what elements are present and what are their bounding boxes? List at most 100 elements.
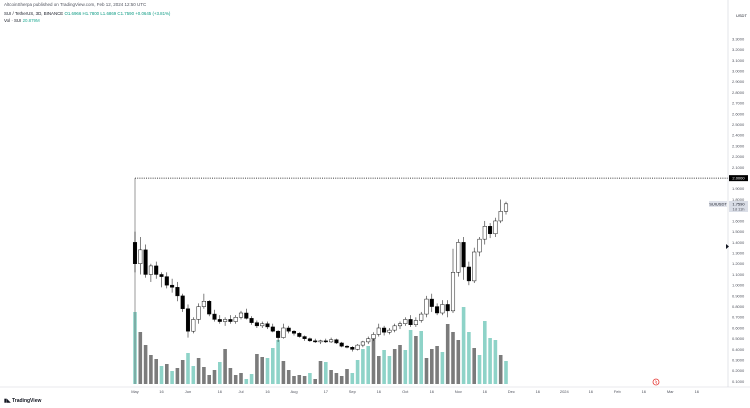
volume-bar [366, 346, 370, 384]
candle-body [254, 322, 259, 327]
candle-body [334, 339, 339, 344]
candle-body [472, 251, 477, 282]
volume-bar [350, 373, 355, 384]
candle-body [493, 220, 498, 235]
volume-bar [472, 348, 476, 384]
candle-body [143, 249, 148, 275]
volume-bar [138, 332, 143, 384]
price-tick-label: 3.0000 [732, 69, 745, 74]
time-tick-label: 16 [536, 389, 541, 394]
volume-bar [154, 359, 158, 384]
candle-body [307, 338, 312, 342]
volume-bar [334, 373, 339, 384]
candle-body [339, 342, 344, 347]
volume-bar [440, 352, 445, 384]
time-tick-label: 16 [218, 389, 223, 394]
candle-body [408, 319, 413, 325]
tradingview-logo[interactable]: ▮◣ TradingView [4, 398, 41, 404]
volume-bar [244, 379, 249, 384]
candle-body [148, 265, 153, 275]
candle-body [323, 340, 328, 343]
time-tick-label: 16 [589, 389, 594, 394]
candle-body [286, 327, 291, 332]
time-tick-label: 16 [377, 389, 382, 394]
line-price-badge [729, 175, 748, 182]
volume-bar [149, 355, 153, 384]
candle-body [344, 345, 350, 348]
volume-bar [445, 324, 450, 384]
time-tick-label: Oct [402, 389, 409, 394]
candle-body [482, 226, 487, 240]
volume-bar [398, 345, 402, 384]
volume-bar [186, 353, 190, 384]
price-tick-label: 1.8000 [732, 197, 745, 202]
time-tick-label: 16 [642, 389, 647, 394]
volume-layer [133, 307, 508, 384]
volume-label[interactable]: Vol · SUI [4, 18, 22, 23]
candle-body [397, 323, 403, 327]
line-price-label: 2.0000 [732, 176, 745, 181]
volume-bar [467, 332, 471, 384]
volume-bar [403, 350, 408, 384]
volume-bar [165, 364, 169, 384]
candle-body [318, 340, 323, 343]
time-tick-label: 16 [430, 389, 435, 394]
candle-body [302, 336, 307, 339]
volume-bar [196, 358, 201, 384]
price-tick-label: 3.2000 [732, 47, 745, 52]
candle-body [466, 266, 471, 282]
candle-body [281, 327, 286, 338]
volume-bar [228, 368, 233, 384]
misc-layer [652, 244, 729, 386]
symbol-name[interactable]: SUI / TetherUS, 3D, BINANCE [4, 11, 64, 16]
candle-body [249, 318, 254, 323]
volume-bar [170, 371, 174, 384]
volume-bar [191, 366, 196, 384]
volume-bar [461, 307, 466, 384]
price-tick-label: 0.5000 [732, 336, 745, 341]
candle-body [403, 319, 408, 324]
currency-label[interactable]: USDT [736, 13, 747, 18]
volume-bar [207, 375, 211, 384]
time-tick-label: May [131, 389, 139, 394]
price-tick-label: 1.4000 [732, 240, 745, 245]
price-tick-label: 0.8000 [732, 304, 745, 309]
volume-bar [255, 354, 259, 384]
volume-bar [488, 338, 492, 384]
price-tick-label: 1.0000 [732, 283, 745, 288]
candle-body [233, 317, 238, 322]
candle-body [350, 347, 355, 350]
time-tick-label: Sep [349, 389, 357, 394]
volume-bar [345, 369, 349, 384]
candle-body [488, 226, 493, 235]
price-tick-label: 0.2000 [732, 368, 745, 373]
price-tick-label: 0.1000 [732, 379, 745, 384]
volume-bar [286, 370, 291, 384]
volume-bar [456, 340, 461, 384]
candle-body [180, 295, 185, 309]
volume-bar [302, 376, 307, 384]
volume-bar [159, 366, 164, 384]
candle-body [435, 306, 440, 314]
candle-body [313, 340, 318, 343]
candle-body [382, 327, 387, 333]
price-tick-label: 1.1000 [732, 272, 745, 277]
volume-bar [377, 356, 381, 384]
price-tick-label: 0.6000 [732, 325, 745, 330]
volume-bar [249, 374, 254, 384]
volume-bar [180, 360, 185, 384]
candle-body [132, 242, 138, 264]
candle-body [207, 301, 212, 315]
volume-bar [223, 349, 227, 384]
symbol-tag-badge [709, 200, 727, 207]
volume-bar [493, 340, 498, 384]
volume-bar [361, 349, 365, 384]
countdown-label: 1d 11h [733, 206, 745, 211]
price-tick-label: 2.3000 [732, 143, 745, 148]
volume-bar [371, 337, 376, 384]
volume-bar [239, 373, 243, 384]
candle-body [387, 329, 392, 333]
volume-bar [451, 332, 455, 384]
price-tick-label: 2.7000 [732, 101, 745, 106]
